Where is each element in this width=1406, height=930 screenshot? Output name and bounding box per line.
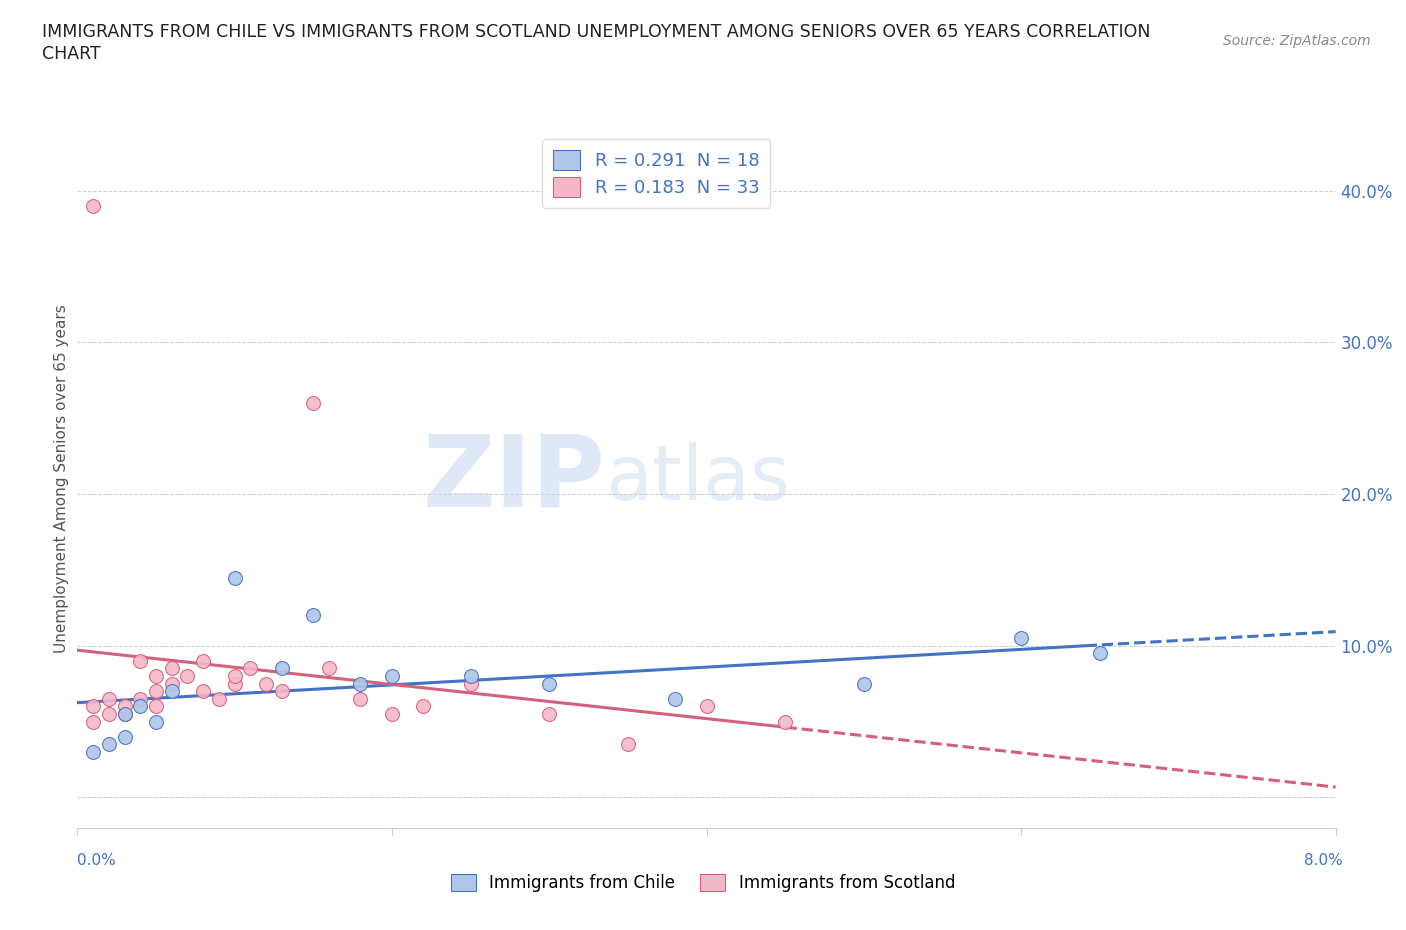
Point [412,699,434,714]
Point [696,699,718,714]
Text: 8.0%: 8.0% [1303,853,1343,868]
Point [538,676,561,691]
Point [82,714,104,729]
Point [97,691,120,706]
Legend: R = 0.291  N = 18, R = 0.183  N = 33: R = 0.291 N = 18, R = 0.183 N = 33 [543,140,770,208]
Text: Source: ZipAtlas.com: Source: ZipAtlas.com [1223,34,1371,48]
Point [145,669,167,684]
Point [224,676,246,691]
Point [460,676,482,691]
Point [191,654,215,669]
Text: 0.0%: 0.0% [77,853,117,868]
Point [114,699,136,714]
Point [176,669,198,684]
Point [82,744,104,759]
Point [460,669,482,684]
Point [114,707,136,722]
Point [664,691,686,706]
Point [381,669,404,684]
Point [302,608,325,623]
Point [1088,646,1111,661]
Point [302,395,325,410]
Point [145,699,167,714]
Text: IMMIGRANTS FROM CHILE VS IMMIGRANTS FROM SCOTLAND UNEMPLOYMENT AMONG SENIORS OVE: IMMIGRANTS FROM CHILE VS IMMIGRANTS FROM… [42,23,1150,41]
Point [852,676,875,691]
Point [82,699,104,714]
Text: atlas: atlas [606,442,790,516]
Point [318,661,340,676]
Point [270,661,292,676]
Point [114,729,136,744]
Y-axis label: Unemployment Among Seniors over 65 years: Unemployment Among Seniors over 65 years [53,305,69,654]
Point [129,691,152,706]
Point [773,714,796,729]
Point [224,570,246,585]
Point [254,676,277,691]
Legend: Immigrants from Chile, Immigrants from Scotland: Immigrants from Chile, Immigrants from S… [444,867,962,898]
Point [224,669,246,684]
Point [1010,631,1032,645]
Point [349,691,371,706]
Point [114,707,136,722]
Point [349,676,371,691]
Text: CHART: CHART [42,45,101,62]
Point [239,661,262,676]
Point [191,684,215,698]
Point [145,714,167,729]
Point [145,684,167,698]
Point [97,707,120,722]
Point [160,676,183,691]
Point [82,199,104,214]
Point [270,684,292,698]
Point [129,654,152,669]
Point [538,707,561,722]
Point [160,661,183,676]
Point [617,737,640,751]
Point [97,737,120,751]
Point [129,699,152,714]
Text: ZIP: ZIP [423,431,606,527]
Point [208,691,231,706]
Point [381,707,404,722]
Point [160,684,183,698]
